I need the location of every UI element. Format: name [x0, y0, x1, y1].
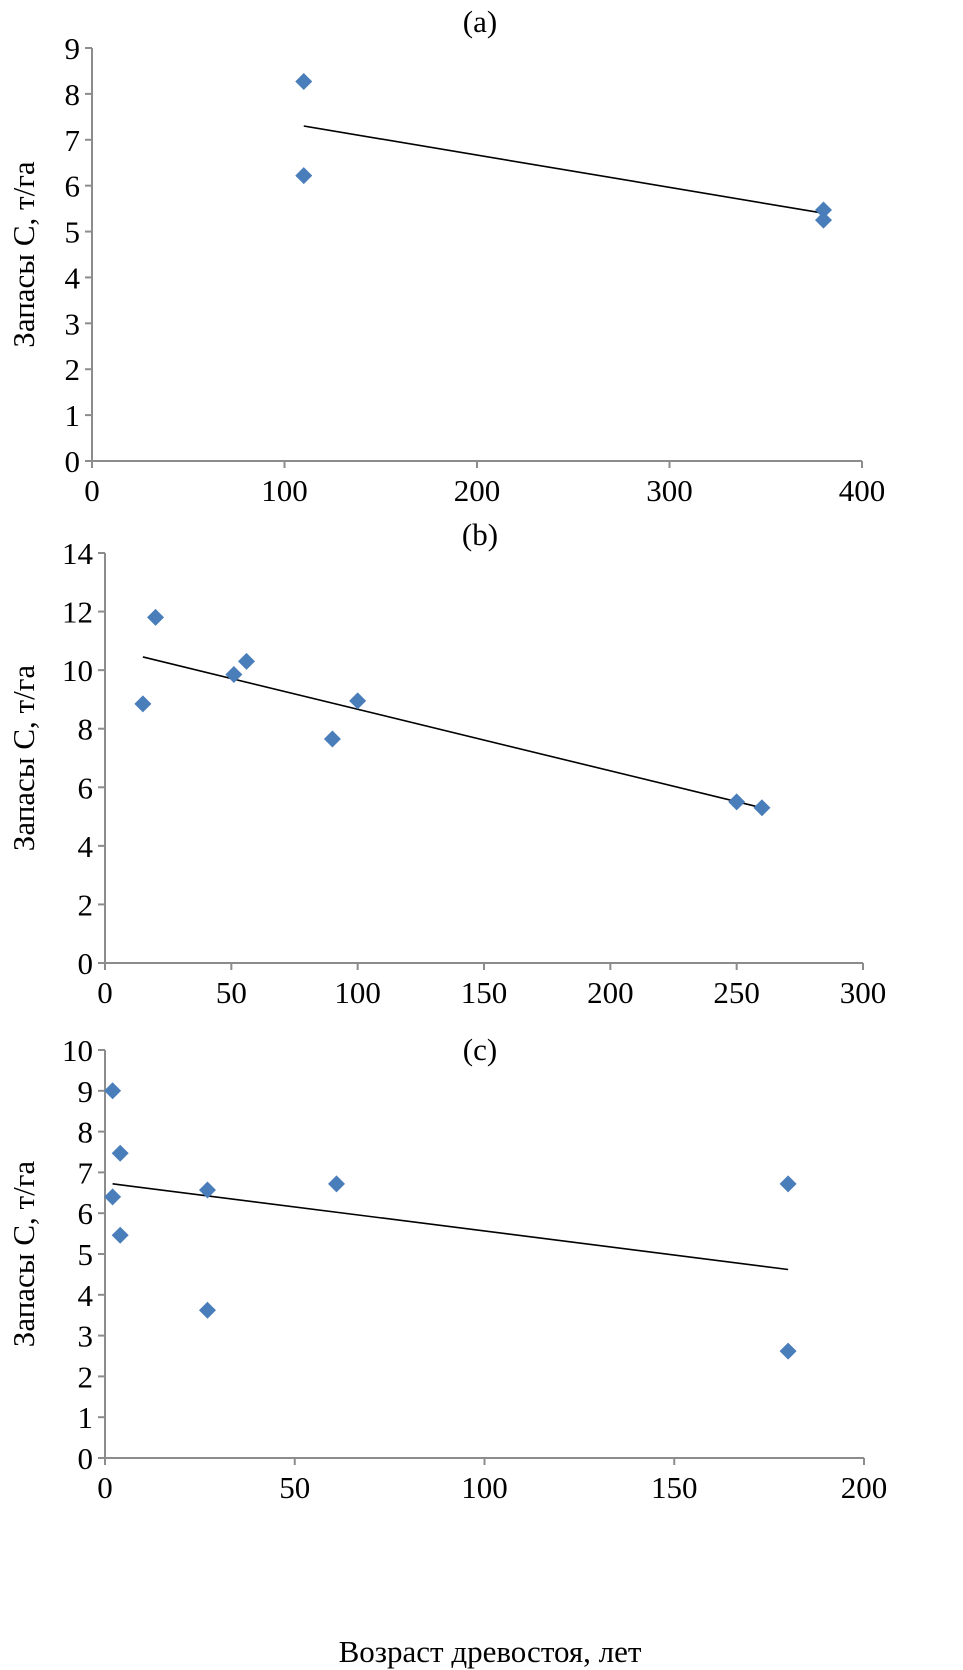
y-tick-label: 0 [78, 946, 94, 981]
y-tick-label: 1 [65, 398, 81, 433]
y-tick-label: 10 [62, 653, 93, 688]
x-tick-label: 100 [334, 975, 381, 1010]
chart-c: (c) Запасы C, т/га Возраст древостоя, лет 0… [6, 1032, 887, 1669]
x-tick-label: 300 [840, 975, 887, 1010]
x-tick-label: 50 [216, 975, 247, 1010]
data-point [349, 692, 367, 710]
y-tick-label: 1 [78, 1400, 94, 1435]
data-point [295, 167, 313, 185]
chart-title: (a) [463, 4, 497, 39]
y-tick-label: 2 [65, 352, 81, 387]
x-tick-label: 200 [841, 1470, 888, 1505]
x-tick-label: 0 [97, 975, 113, 1010]
y-axis-label: Запасы C, т/га [6, 1161, 41, 1348]
y-tick-label: 3 [65, 306, 81, 341]
y-tick-label: 2 [78, 887, 94, 922]
y-tick-label: 0 [78, 1441, 94, 1476]
y-tick-label: 6 [78, 1196, 94, 1231]
y-tick-label: 5 [65, 215, 81, 250]
data-point [323, 730, 341, 748]
y-tick-label: 6 [78, 770, 94, 805]
y-axis-label: Запасы C, т/га [6, 665, 41, 852]
data-point [111, 1144, 129, 1162]
x-tick-label: 50 [279, 1470, 310, 1505]
chart-a: (a) Запасы C, т/га 0 1 2 3 4 5 6 7 8 9 0 100 200 300 400 [6, 4, 885, 508]
data-point [111, 1226, 129, 1244]
data-point [779, 1175, 797, 1193]
x-tick-label: 250 [713, 975, 760, 1010]
data-point [327, 1175, 345, 1193]
data-point [237, 652, 255, 670]
y-tick-label: 12 [62, 595, 93, 630]
data-point [134, 695, 152, 713]
y-tick-label: 7 [78, 1155, 94, 1190]
x-tick-label: 100 [261, 473, 308, 508]
x-tick-label: 0 [97, 1470, 113, 1505]
y-tick-label: 0 [65, 444, 81, 479]
data-point [728, 793, 746, 811]
y-tick-label: 9 [65, 31, 81, 66]
y-tick-label: 9 [78, 1074, 94, 1109]
chart-title: (b) [462, 517, 498, 552]
x-axis-label: Возраст древостоя, лет [339, 1634, 642, 1669]
y-axis-label: Запасы C, т/га [6, 161, 41, 348]
y-tick-label: 8 [78, 1115, 94, 1150]
trendline [112, 1183, 789, 1271]
y-tick-label: 4 [65, 260, 81, 295]
y-tick-label: 6 [65, 169, 81, 204]
data-point [104, 1188, 122, 1206]
data-point [225, 666, 243, 684]
y-tick-label: 8 [78, 712, 94, 747]
x-tick-label: 150 [651, 1470, 698, 1505]
y-tick-label: 8 [65, 77, 81, 112]
x-tick-label: 100 [461, 1470, 508, 1505]
data-point [147, 608, 165, 626]
data-point [198, 1181, 216, 1199]
trendline [303, 125, 824, 214]
x-tick-label: 200 [587, 975, 634, 1010]
data-point [295, 72, 313, 90]
x-tick-label: 0 [84, 473, 100, 508]
x-tick-label: 300 [646, 473, 693, 508]
chart-b: (b) Запасы C, т/га 0 2 4 6 8 10 12 14 0 50 100 150 200… [6, 517, 886, 1010]
data-point [815, 201, 832, 219]
data-point [198, 1301, 216, 1319]
y-tick-label: 4 [78, 1278, 94, 1313]
x-tick-label: 150 [461, 975, 508, 1010]
data-point [104, 1082, 122, 1100]
y-tick-label: 3 [78, 1319, 94, 1354]
y-tick-label: 14 [62, 536, 94, 571]
data-point [753, 799, 771, 817]
y-tick-label: 10 [62, 1033, 93, 1068]
y-tick-label: 2 [78, 1359, 94, 1394]
y-tick-label: 7 [65, 123, 81, 158]
x-tick-label: 400 [839, 473, 886, 508]
y-tick-label: 4 [78, 829, 94, 864]
trendline [142, 656, 763, 809]
data-point [815, 211, 832, 229]
data-point [779, 1342, 797, 1360]
x-tick-label: 200 [454, 473, 501, 508]
chart-title: (c) [463, 1032, 497, 1067]
y-tick-label: 5 [78, 1237, 94, 1272]
